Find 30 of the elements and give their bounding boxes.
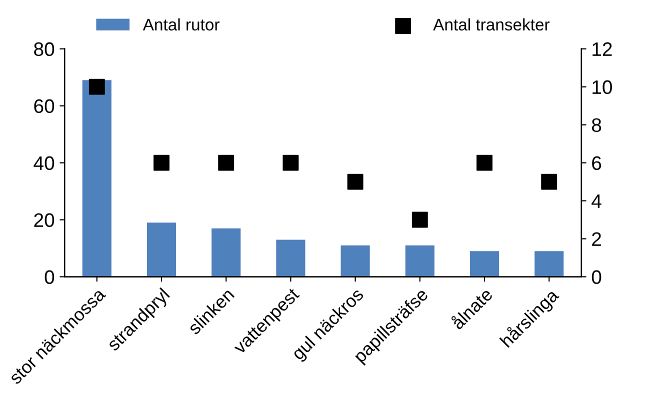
y2-tick-label: 0 bbox=[592, 270, 602, 284]
point bbox=[347, 174, 364, 190]
bar bbox=[405, 245, 434, 277]
bar bbox=[276, 240, 306, 277]
bar bbox=[470, 251, 500, 277]
y-tick-label: 80 bbox=[34, 42, 54, 56]
point bbox=[476, 154, 492, 171]
point bbox=[412, 212, 428, 228]
point bbox=[541, 174, 558, 190]
point bbox=[154, 154, 170, 171]
y2-tick-label: 2 bbox=[592, 232, 601, 246]
y2-tick-label: 8 bbox=[592, 118, 602, 132]
legend-label: Antal rutor bbox=[142, 18, 220, 31]
y-tick-label: 20 bbox=[34, 213, 54, 228]
legend-label: Antal transekter bbox=[433, 18, 550, 31]
y2-tick-label: 6 bbox=[592, 156, 602, 170]
y-tick-label: 0 bbox=[44, 270, 54, 284]
y2-tick-label: 12 bbox=[592, 42, 612, 56]
y-tick-label: 60 bbox=[34, 99, 54, 114]
bar bbox=[212, 228, 241, 277]
y2-tick-label: 10 bbox=[592, 80, 612, 94]
point bbox=[88, 78, 105, 95]
bar bbox=[534, 251, 564, 277]
bar bbox=[82, 80, 112, 277]
bar bbox=[146, 222, 176, 277]
bar bbox=[340, 245, 370, 277]
y-tick-label: 40 bbox=[34, 156, 54, 170]
point bbox=[218, 154, 234, 171]
y2-tick-label: 4 bbox=[592, 194, 602, 208]
point bbox=[282, 154, 299, 171]
